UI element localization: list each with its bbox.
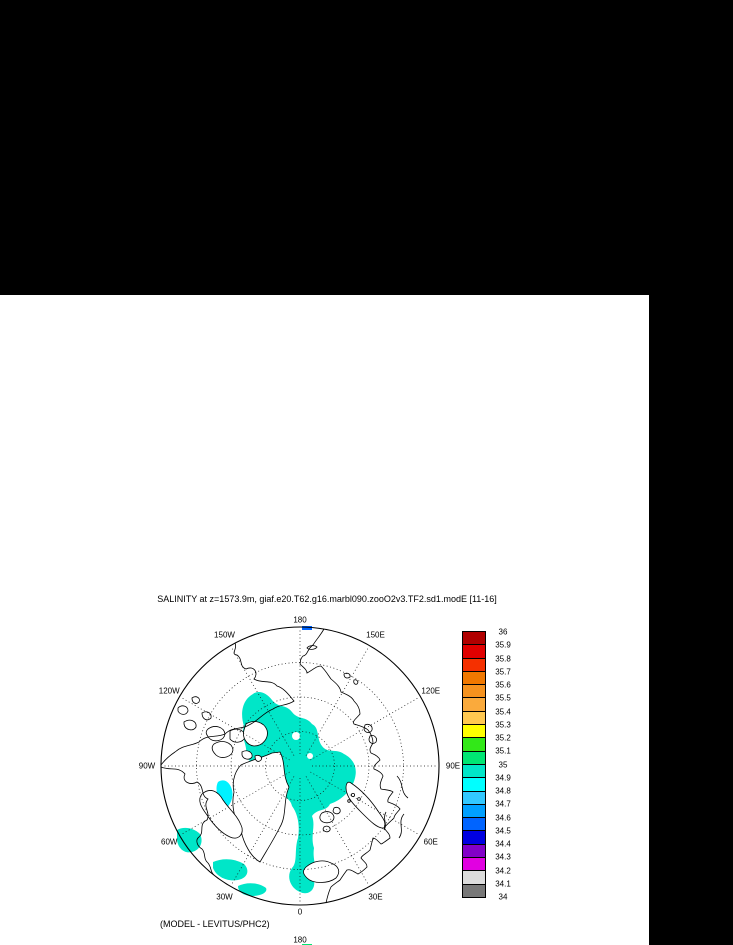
colorbar-tick-label: 35.1 (495, 746, 511, 756)
colorbar-cell (463, 711, 485, 726)
colorbar-cell (463, 645, 485, 659)
colorbar-tick-label: 34.1 (495, 879, 511, 889)
data-dot-north (302, 626, 312, 630)
colorbar-cell (463, 871, 485, 885)
colorbar-tick-label: 34.2 (495, 866, 511, 875)
colorbar-cell (463, 858, 485, 872)
colorbar-cell (463, 844, 485, 859)
colorbar-tick-label: 34.3 (495, 852, 511, 862)
colorbar-tick-label: 34.8 (495, 786, 511, 796)
plot-panel: SALINITY at z=1573.9m, giaf.e20.T62.g16.… (0, 295, 649, 945)
colorbar-tick-label: 34.7 (495, 799, 511, 809)
map-salinity (160, 626, 440, 906)
colorbar-tick-label: 35.4 (495, 707, 511, 716)
colorbar-tick-label: 34 (498, 892, 508, 902)
colorbar-cell (463, 804, 485, 819)
colorbar-cell (463, 671, 485, 686)
colorbar-cell (463, 725, 485, 739)
plot-title: SALINITY at z=1573.9m, giaf.e20.T62.g16.… (157, 594, 497, 604)
colorbar-tick-label: 35.7 (495, 667, 511, 677)
colorbar-cell (463, 685, 485, 699)
colorbar-tick-label: 36 (498, 627, 508, 637)
colorbar-tick-label: 35.3 (495, 720, 511, 730)
colorbar-cell (463, 884, 485, 897)
colorbar-tick-label: 34.4 (495, 839, 511, 849)
difference-subtitle: (MODEL - LEVITUS/PHC2) (160, 919, 270, 929)
colorbar-cell (463, 738, 485, 752)
colorbar-tick-label: 35.5 (495, 693, 511, 703)
map-difference (302, 944, 312, 945)
colorbar-tick-label: 35.9 (495, 640, 511, 650)
map-boundary (160, 626, 440, 906)
colorbar-cell (463, 698, 485, 712)
colorbar-cell (463, 632, 485, 646)
colorbar-bar (462, 631, 486, 898)
colorbar-tick-label: 35 (498, 760, 508, 769)
colorbar-tick-label: 34.9 (495, 773, 511, 783)
colorbar-tick-label: 35.2 (495, 733, 511, 743)
colorbar-cell (463, 658, 485, 672)
colorbar-cell (463, 831, 485, 845)
colorbar-cell (463, 764, 485, 779)
colorbar-cell (463, 818, 485, 832)
colorbar-tick-label: 34.6 (495, 813, 511, 822)
colorbar-cell (463, 791, 485, 805)
colorbar-tick-label: 34.5 (495, 826, 511, 836)
colorbar-cell (463, 778, 485, 792)
colorbar-cell (463, 751, 485, 765)
colorbar-tick-label: 35.8 (495, 654, 511, 663)
colorbar-tick-labels: 36 35.9 35.8 35.7 35.6 35.5 35.4 35.3 35.2 35.1 35… (488, 627, 518, 902)
colorbar-tick-label: 35.6 (495, 680, 511, 690)
